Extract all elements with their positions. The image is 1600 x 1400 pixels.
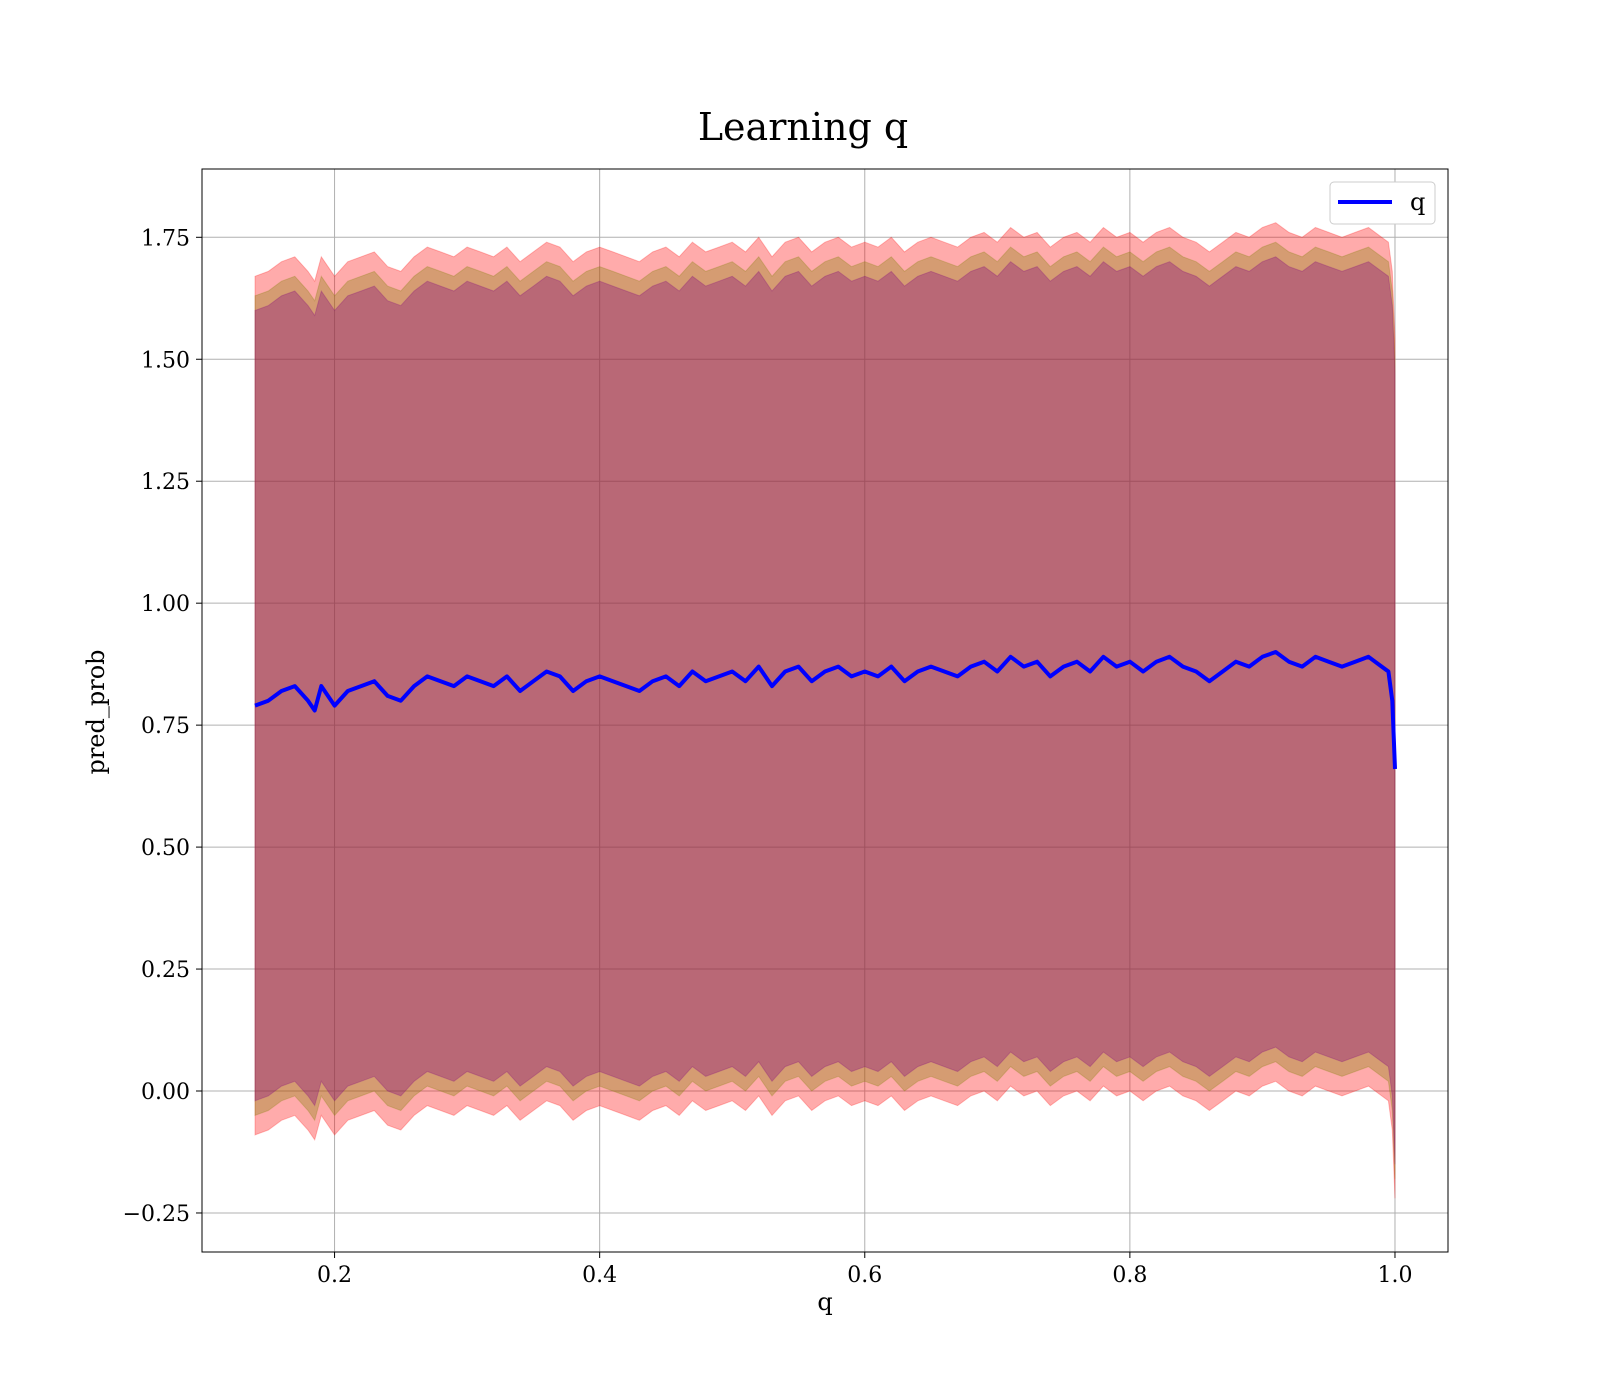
y-tick-label: 1.25	[141, 470, 190, 495]
legend-label-q: q	[1410, 188, 1425, 216]
y-tick-label: 1.00	[141, 592, 190, 617]
axis-ticks: 0.2 0.4 0.6 0.8 1.0 −0.25 0.00 0.25 0.50 0.75 1.00…	[123, 226, 1413, 1288]
y-tick-label: 0.75	[141, 714, 190, 739]
y-tick-label: 0.25	[141, 958, 190, 983]
x-tick-label: 0.4	[582, 1263, 617, 1288]
x-tick-label: 1.0	[1377, 1263, 1412, 1288]
y-tick-label: 1.50	[141, 348, 190, 373]
grid	[202, 169, 1448, 1252]
series-line-q	[254, 650, 1397, 770]
x-tick-label: 0.8	[1112, 1263, 1147, 1288]
chart-title: Learning q	[698, 105, 908, 149]
band-1	[254, 222, 1396, 1199]
band-2	[254, 241, 1396, 1179]
legend: q	[1329, 181, 1436, 225]
plot-frame	[201, 168, 1449, 1253]
x-axis-label: q	[817, 1288, 832, 1316]
y-axis-label: pred_prob	[82, 649, 110, 774]
y-tick-label: 1.75	[141, 226, 190, 251]
confidence-bands	[254, 222, 1396, 1199]
x-tick-label: 0.6	[847, 1263, 882, 1288]
y-tick-label: 0.50	[141, 836, 190, 861]
series-lines	[254, 650, 1397, 770]
y-tick-label: 0.00	[141, 1080, 190, 1105]
y-tick-label: −0.25	[123, 1202, 190, 1227]
x-tick-label: 0.2	[317, 1263, 352, 1288]
band-3	[254, 256, 1396, 1165]
